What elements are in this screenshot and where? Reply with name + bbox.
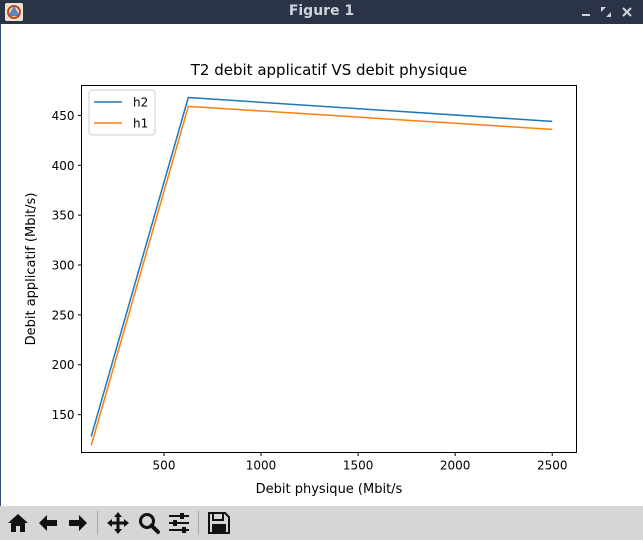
window-titlebar: Figure 1 bbox=[0, 0, 643, 24]
zoom-icon[interactable] bbox=[136, 510, 162, 536]
legend-label-h1: h1 bbox=[133, 117, 148, 131]
y-tick-label: 300 bbox=[52, 259, 75, 273]
axes-frame bbox=[81, 85, 577, 453]
chart: T2 debit applicatif VS debit physique 50… bbox=[24, 61, 577, 497]
x-tick-label: 2000 bbox=[440, 459, 471, 473]
x-tick-label: 2500 bbox=[537, 459, 568, 473]
back-arrow-icon[interactable] bbox=[35, 510, 61, 536]
chart-title: T2 debit applicatif VS debit physique bbox=[190, 61, 467, 79]
app-icon bbox=[5, 3, 23, 21]
series-line-h2 bbox=[90, 96, 553, 437]
home-icon[interactable] bbox=[5, 510, 31, 536]
tick-layer: 500 1000 1500 2000 2500 150 200 250 300 350 400 450 bbox=[52, 109, 568, 473]
y-tick-label: 200 bbox=[52, 358, 75, 372]
window-title: Figure 1 bbox=[288, 3, 355, 19]
x-tick-label: 500 bbox=[153, 459, 176, 473]
y-tick-label: 150 bbox=[52, 408, 75, 422]
navigation-toolbar bbox=[0, 506, 643, 540]
minimize-icon[interactable] bbox=[578, 4, 594, 20]
y-tick-label: 400 bbox=[52, 159, 75, 173]
y-axis-label: Debit applicatif (Mbit/s) bbox=[24, 193, 39, 346]
x-tick-label: 1000 bbox=[246, 459, 277, 473]
toolbar-separator bbox=[198, 511, 199, 535]
legend: h2 h1 bbox=[88, 89, 156, 136]
y-tick-label: 250 bbox=[52, 308, 75, 322]
toolbar-separator bbox=[97, 511, 98, 535]
x-axis-label: Debit physique (Mbit/s bbox=[256, 482, 403, 497]
maximize-icon[interactable] bbox=[598, 4, 614, 20]
x-tick-label: 1500 bbox=[343, 459, 374, 473]
forward-arrow-icon[interactable] bbox=[65, 510, 91, 536]
series-line-h1 bbox=[90, 105, 553, 446]
y-tick-label: 450 bbox=[52, 109, 75, 123]
pan-icon[interactable] bbox=[105, 510, 131, 536]
configure-subplots-icon[interactable] bbox=[166, 510, 192, 536]
legend-label-h2: h2 bbox=[133, 96, 148, 110]
y-tick-label: 350 bbox=[52, 209, 75, 223]
close-icon[interactable] bbox=[619, 4, 635, 20]
save-icon[interactable] bbox=[206, 510, 232, 536]
plot-layer bbox=[90, 96, 553, 446]
